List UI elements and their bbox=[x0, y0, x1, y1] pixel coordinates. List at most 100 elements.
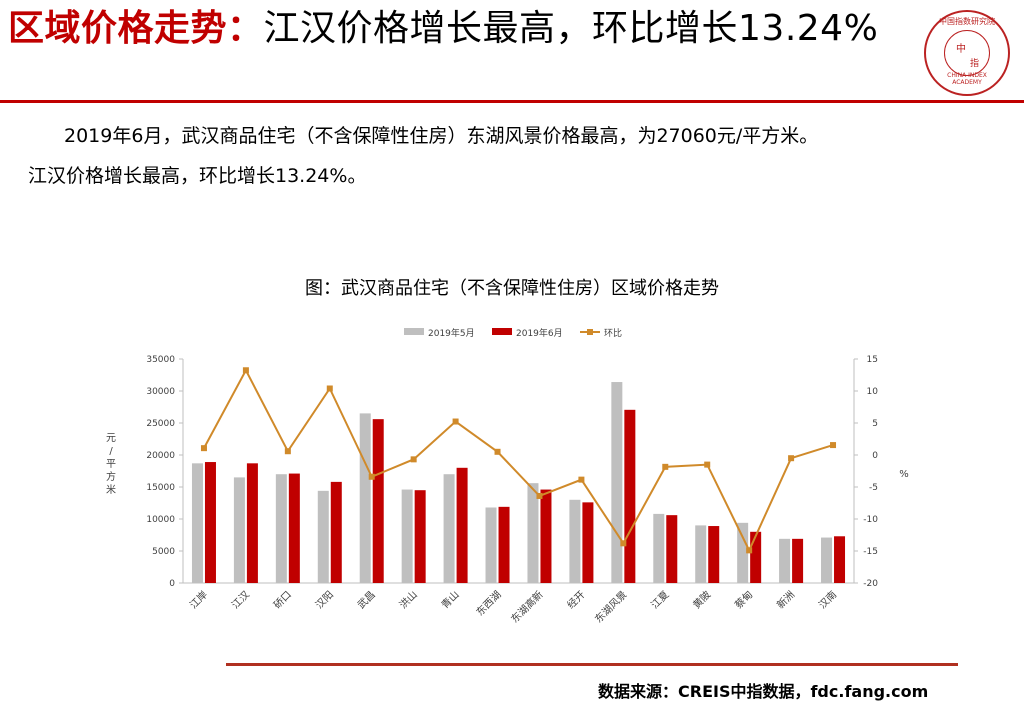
title-divider bbox=[0, 100, 1024, 103]
bar-2019-06 bbox=[498, 506, 510, 583]
description-line-2: 江汉价格增长最高，环比增长13.24%。 bbox=[28, 165, 367, 187]
category-label: 东湖风景 bbox=[592, 588, 629, 625]
bar-2019-05 bbox=[317, 490, 329, 583]
line-point bbox=[788, 455, 795, 462]
left-axis-label-char: / bbox=[109, 446, 113, 457]
title-rest: 江汉价格增长最高，环比增长13.24% bbox=[263, 8, 879, 49]
bar-2019-06 bbox=[456, 467, 468, 583]
right-tick-label: 15 bbox=[867, 355, 878, 365]
logo-center-char-2: 指 bbox=[970, 59, 980, 69]
legend-label: 2019年6月 bbox=[516, 327, 563, 339]
bar-2019-06 bbox=[666, 515, 678, 583]
legend-swatch bbox=[492, 328, 512, 335]
legend-label: 环比 bbox=[604, 327, 622, 339]
bar-2019-06 bbox=[372, 419, 384, 583]
page-title: 区域价格走势：江汉价格增长最高，环比增长13.24% bbox=[8, 6, 908, 52]
bar-2019-05 bbox=[653, 513, 665, 583]
bar-2019-05 bbox=[233, 477, 245, 583]
line-point bbox=[410, 456, 417, 463]
left-axis-label-char: 米 bbox=[106, 483, 116, 496]
bar-2019-06 bbox=[288, 473, 300, 583]
bar-2019-06 bbox=[582, 502, 594, 583]
bar-2019-06 bbox=[540, 489, 552, 583]
bar-2019-06 bbox=[330, 481, 342, 583]
bar-2019-06 bbox=[414, 490, 426, 583]
category-label: 东湖高新 bbox=[508, 588, 545, 625]
china-index-academy-logo: 中 指 CHINA INDEX ACADEMY 中国指数研究院 bbox=[924, 10, 1010, 96]
left-axis-label-char: 元 bbox=[106, 433, 116, 444]
line-point bbox=[494, 448, 501, 455]
line-point bbox=[242, 367, 249, 374]
bar-2019-05 bbox=[569, 499, 581, 583]
category-label: 东西湖 bbox=[473, 588, 503, 618]
title-highlight: 区域价格走势： bbox=[8, 8, 264, 49]
line-point bbox=[452, 418, 459, 425]
data-source: 数据来源：CREIS中指数据，fdc.fang.com bbox=[598, 682, 929, 701]
left-tick-label: 10000 bbox=[146, 515, 175, 525]
line-point bbox=[662, 463, 669, 470]
regional-price-chart: 0 5000 10000 15000 20000 25000 30000 35000 -20 -1… bbox=[106, 327, 909, 625]
category-label: 硚口 bbox=[271, 589, 294, 612]
left-tick-label: 5000 bbox=[152, 547, 175, 557]
right-tick-label: 5 bbox=[872, 419, 878, 429]
right-tick-label: 0 bbox=[872, 451, 878, 461]
category-label: 江夏 bbox=[649, 589, 672, 612]
line-point bbox=[830, 442, 837, 449]
line-point bbox=[536, 492, 543, 499]
line-mom-change bbox=[203, 368, 834, 553]
right-tick-label: 10 bbox=[867, 387, 879, 397]
category-label: 江岸 bbox=[187, 589, 210, 612]
bar-2019-05 bbox=[779, 538, 791, 583]
category-label: 汉南 bbox=[816, 588, 839, 611]
bar-2019-05 bbox=[527, 483, 539, 583]
logo-inner-ring bbox=[944, 30, 990, 76]
line-point bbox=[578, 476, 585, 483]
legend-swatch bbox=[404, 328, 424, 335]
bar-2019-06 bbox=[750, 531, 762, 583]
bar-2019-06 bbox=[246, 463, 258, 583]
category-label: 汉阳 bbox=[313, 589, 336, 612]
category-label: 新洲 bbox=[774, 588, 797, 611]
line-point bbox=[620, 540, 627, 547]
bar-2019-06 bbox=[834, 536, 846, 583]
bar-2019-05 bbox=[443, 474, 455, 583]
left-tick-label: 20000 bbox=[146, 451, 175, 461]
line-point bbox=[326, 385, 333, 392]
category-label: 黄陂 bbox=[690, 588, 713, 611]
category-label: 青山 bbox=[438, 588, 461, 611]
chart-caption: 图：武汉商品住宅（不含保障性住房）区域价格走势 bbox=[305, 278, 719, 299]
left-tick-label: 25000 bbox=[146, 419, 175, 429]
description-line-1: 2019年6月，武汉商品住宅（不含保障性住房）东湖风景价格最高，为27060元/… bbox=[64, 125, 819, 147]
line-point bbox=[704, 461, 711, 468]
line-point bbox=[284, 448, 291, 455]
bar-2019-06 bbox=[708, 526, 720, 583]
legend-label: 2019年5月 bbox=[428, 327, 475, 339]
bar-2019-05 bbox=[485, 507, 497, 583]
left-tick-label: 35000 bbox=[146, 355, 175, 365]
bar-2019-05 bbox=[737, 522, 749, 583]
category-label: 经开 bbox=[564, 588, 587, 611]
left-tick-label: 0 bbox=[169, 579, 175, 589]
bar-2019-05 bbox=[275, 474, 287, 583]
bar-2019-05 bbox=[191, 463, 203, 583]
right-tick-label: -20 bbox=[863, 579, 878, 589]
line-point bbox=[746, 547, 753, 554]
right-tick-label: -10 bbox=[863, 515, 878, 525]
line-point bbox=[368, 473, 375, 480]
logo-center-char-1: 中 bbox=[956, 44, 966, 55]
bar-2019-05 bbox=[401, 489, 413, 583]
bar-2019-05 bbox=[695, 525, 707, 583]
bar-2019-06 bbox=[792, 538, 804, 583]
left-axis-label-char: 方 bbox=[106, 470, 116, 483]
bar-2019-05 bbox=[359, 413, 371, 583]
left-axis-label-char: 平 bbox=[106, 459, 116, 470]
logo-english-text: CHINA INDEX ACADEMY bbox=[947, 72, 987, 86]
category-label: 洪山 bbox=[397, 589, 420, 612]
category-label: 江汉 bbox=[229, 589, 252, 612]
right-axis-label: % bbox=[899, 469, 909, 480]
bar-2019-05 bbox=[611, 382, 623, 583]
bottom-divider bbox=[226, 663, 958, 666]
left-tick-label: 15000 bbox=[146, 483, 175, 493]
right-tick-label: -15 bbox=[863, 547, 878, 557]
category-label: 蔡甸 bbox=[732, 588, 755, 611]
